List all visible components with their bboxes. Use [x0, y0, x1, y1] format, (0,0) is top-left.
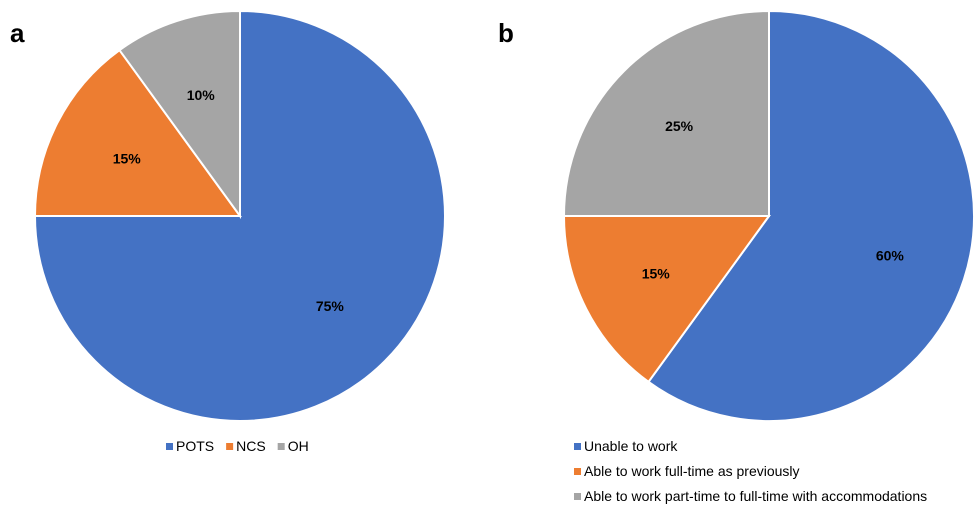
- slice-label-ncs: 15%: [113, 150, 142, 166]
- slice-label-able-to-work-part-time-to-full-time-with-accommodations: 25%: [665, 118, 694, 134]
- legend-label-able-to-work-part-time-to-full-time-with-accommodations: Able to work part-time to full-time with…: [584, 488, 927, 504]
- pie-slice-ncs: [33, 48, 242, 217]
- legend-a: POTS NCS OH: [166, 438, 309, 454]
- panel-label-b: b: [498, 18, 514, 48]
- slice-label-able-to-work-full-time-as-previously: 15%: [642, 266, 671, 282]
- pie-chart-a: 75% 15% 10%: [33, 9, 446, 422]
- panel-label-a: a: [10, 18, 25, 48]
- legend-swatch-ncs: [226, 443, 234, 450]
- legend-label-oh: OH: [288, 438, 309, 454]
- legend-swatch-able-to-work-full-time-as-previously: [574, 468, 581, 475]
- legend-swatch-unable-to-work: [574, 443, 581, 450]
- pie-slice-able-to-work-part-time-to-full-time-with-accommodations: [562, 9, 770, 217]
- legend-label-able-to-work-full-time-as-previously: Able to work full-time as previously: [584, 463, 800, 479]
- legend-swatch-pots: [166, 443, 173, 450]
- legend-label-unable-to-work: Unable to work: [584, 438, 678, 454]
- legend-label-pots: POTS: [176, 438, 214, 454]
- slice-label-unable-to-work: 60%: [876, 247, 905, 263]
- legend-label-ncs: NCS: [236, 438, 266, 454]
- pie-slice-able-to-work-full-time-as-previously: [562, 215, 771, 384]
- pie-chart-b: 60% 15% 25%: [562, 9, 975, 422]
- pie-slice-oh: [118, 9, 241, 220]
- pie-slice-unable-to-work: [647, 9, 975, 422]
- legend-b: Unable to work Able to work full-time as …: [574, 438, 927, 504]
- slice-label-oh: 10%: [187, 87, 216, 103]
- legend-swatch-able-to-work-part-time-to-full-time-with-accommodations: [574, 493, 581, 500]
- slice-label-pots: 75%: [316, 298, 345, 314]
- legend-swatch-oh: [277, 443, 285, 450]
